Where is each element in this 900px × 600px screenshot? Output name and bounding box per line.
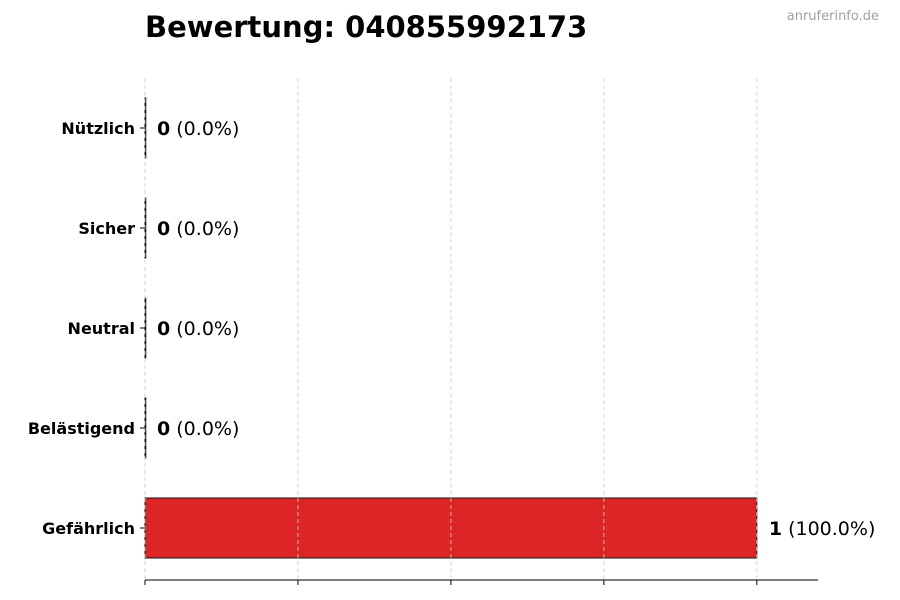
value-percent: (0.0%) <box>170 218 239 240</box>
value-label: 0 (0.0%) <box>157 318 239 340</box>
value-label: 0 (0.0%) <box>157 218 239 240</box>
chart-title: Bewertung: 040855992173 <box>145 10 588 44</box>
bar <box>144 297 147 359</box>
y-tick-label: Sicher <box>78 219 135 238</box>
value-label: 0 (0.0%) <box>157 118 239 140</box>
y-tick-label: Nützlich <box>61 119 135 138</box>
watermark: anruferinfo.de <box>786 9 879 24</box>
value-count: 1 <box>769 518 782 540</box>
value-percent: (100.0%) <box>782 518 875 540</box>
value-count: 0 <box>157 118 170 140</box>
value-label: 0 (0.0%) <box>157 418 239 440</box>
value-count: 0 <box>157 318 170 340</box>
y-tick-label: Neutral <box>68 319 135 338</box>
value-percent: (0.0%) <box>170 318 239 340</box>
value-percent: (0.0%) <box>170 118 239 140</box>
value-count: 0 <box>157 418 170 440</box>
y-tick-label: Belästigend <box>28 419 135 438</box>
value-label: 1 (100.0%) <box>769 518 876 540</box>
value-percent: (0.0%) <box>170 418 239 440</box>
y-tick-label: Gefährlich <box>42 519 135 538</box>
value-count: 0 <box>157 218 170 240</box>
